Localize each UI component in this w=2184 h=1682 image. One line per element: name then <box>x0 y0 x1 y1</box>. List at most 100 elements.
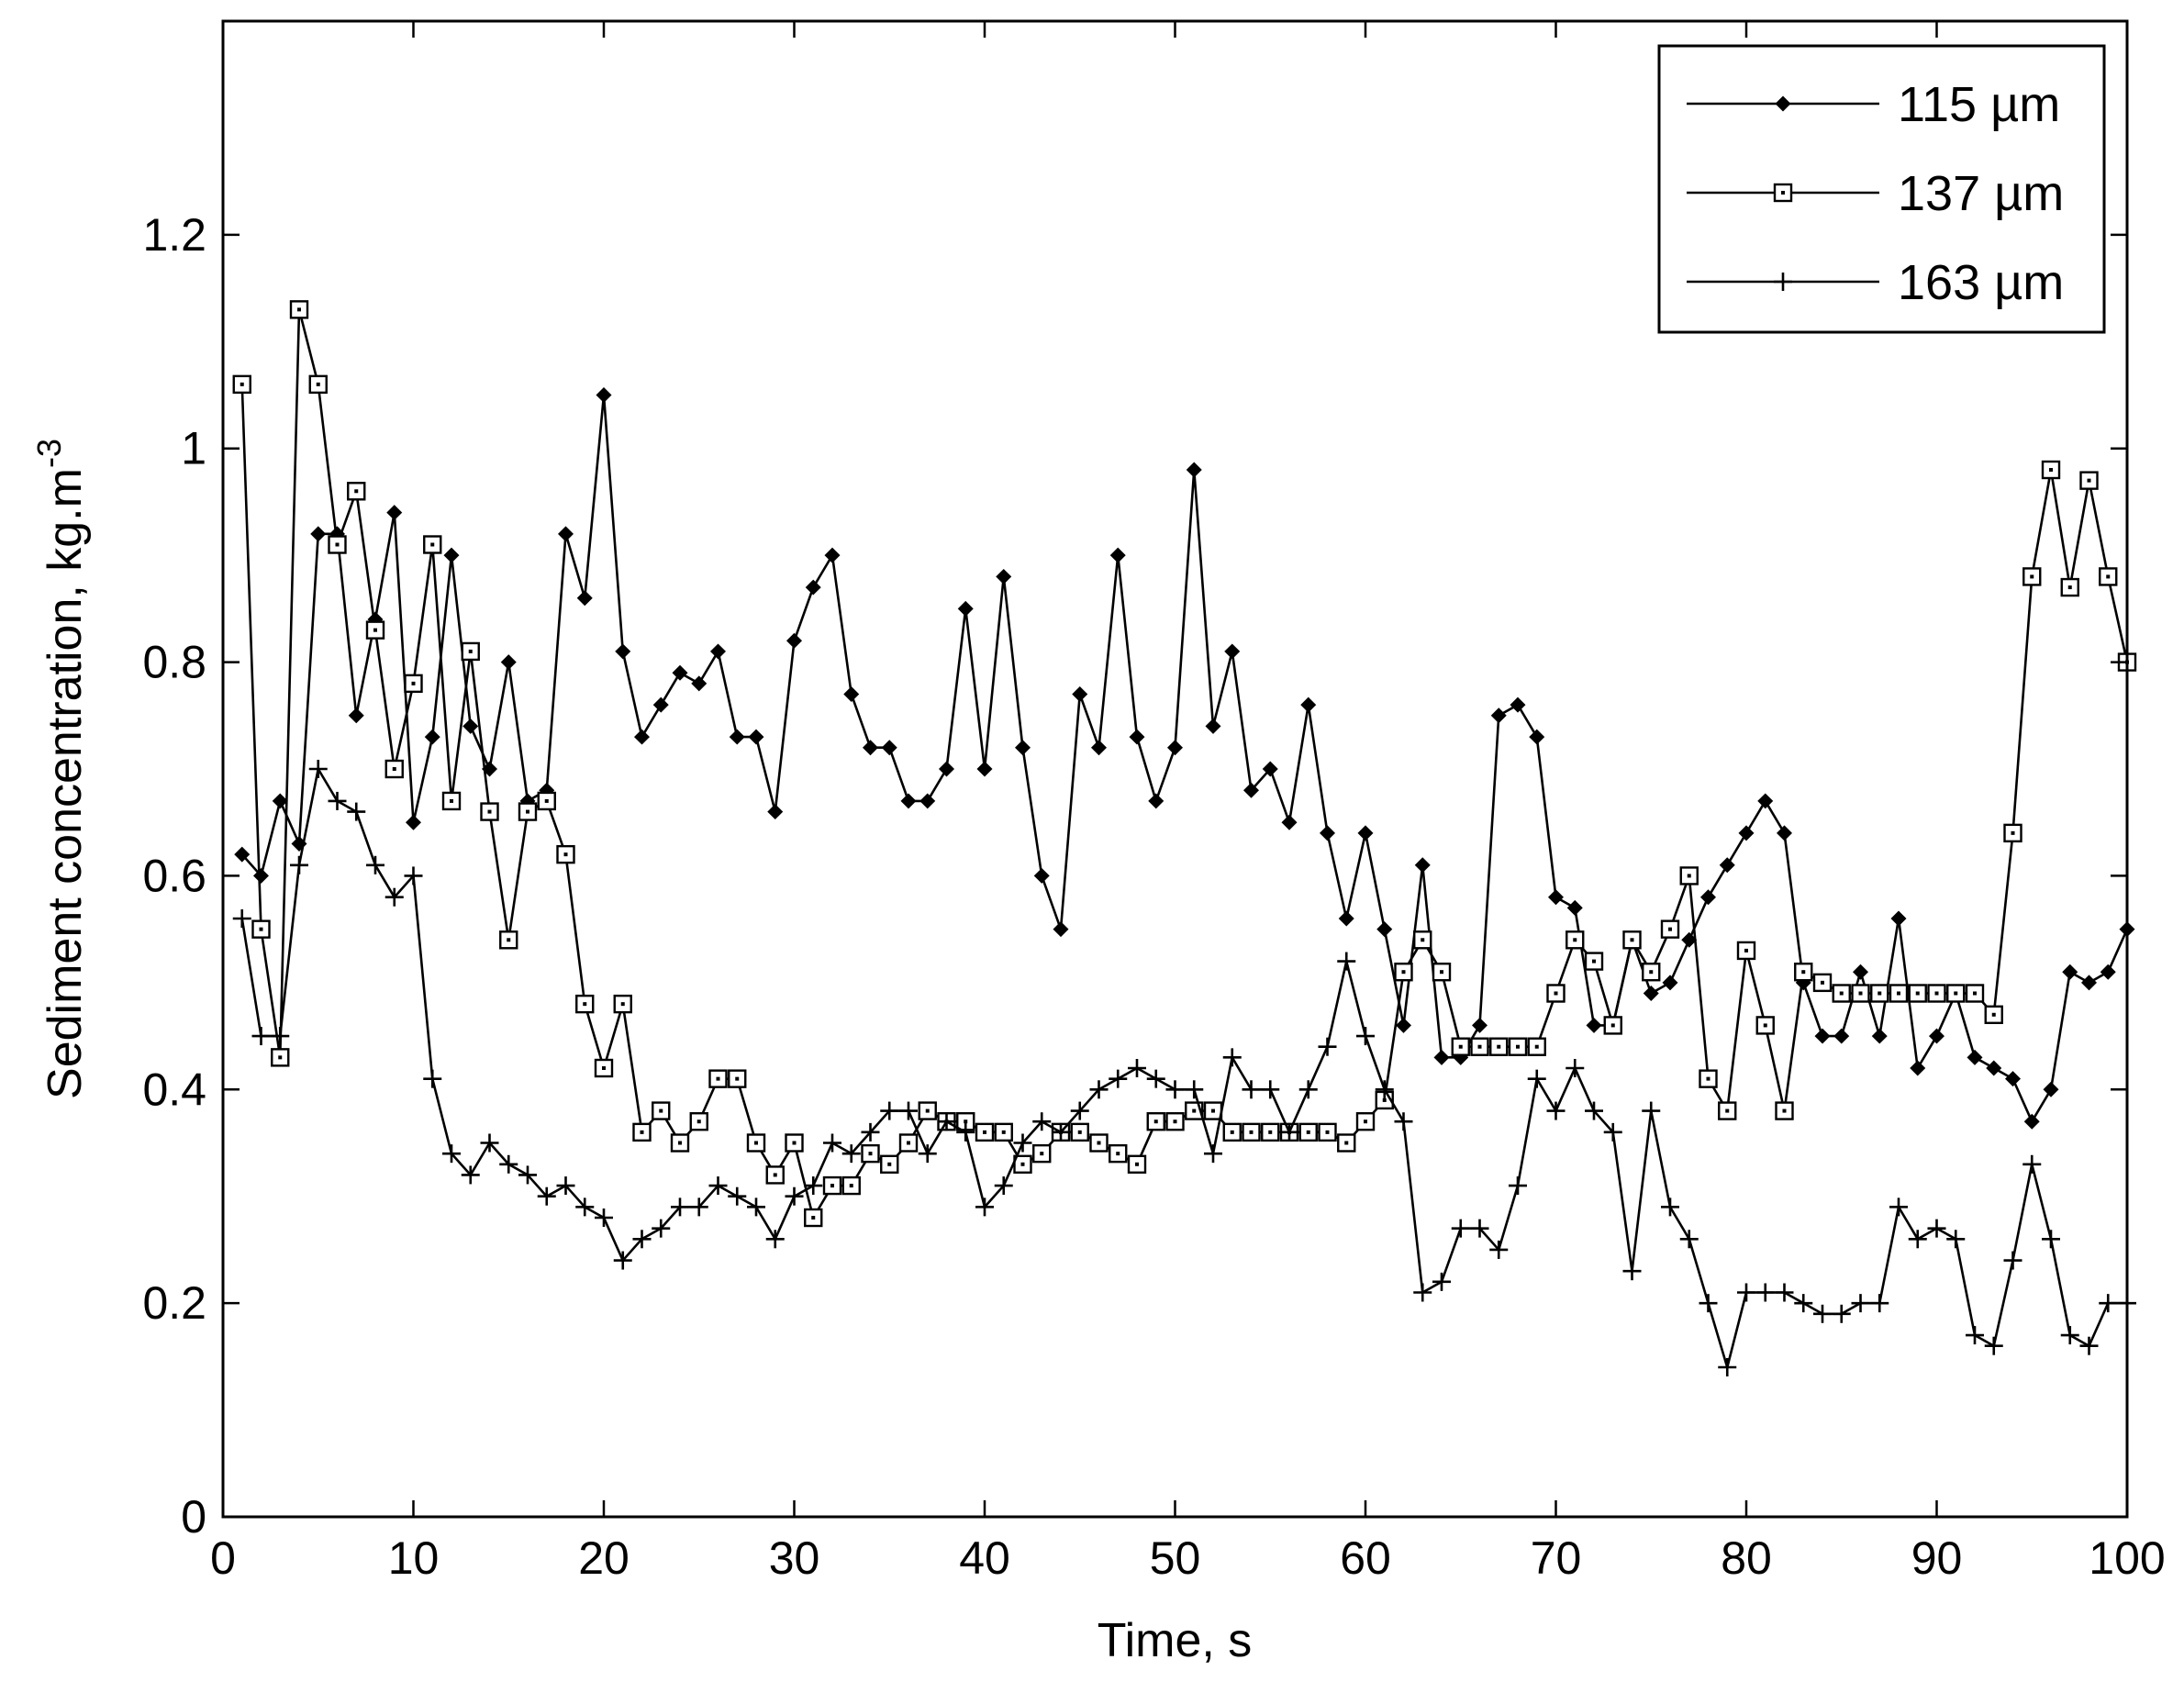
series-3-point <box>1318 1037 1337 1056</box>
series-3-point <box>1222 1048 1242 1067</box>
series-1-point <box>462 718 479 734</box>
series-3-point <box>689 1197 708 1217</box>
x-tick-label: 70 <box>1531 1532 1582 1584</box>
series-2-point <box>918 1101 937 1120</box>
series-2-point <box>822 1175 842 1196</box>
series-3-point <box>652 1219 671 1238</box>
y-tick-label: 0 <box>181 1491 206 1543</box>
series-2-point <box>1165 1112 1185 1131</box>
y-tick-label: 1 <box>181 423 206 474</box>
series-3-point <box>271 1027 290 1046</box>
series-1-point <box>805 579 821 596</box>
series-2-point <box>251 919 271 939</box>
series-1-point <box>1376 921 1393 938</box>
series-2-point <box>575 994 595 1014</box>
x-axis-label: Time, s <box>1098 1614 1253 1667</box>
series-3-point <box>251 1027 271 1046</box>
series-3-point <box>1280 1122 1298 1142</box>
series-2-line <box>240 308 2129 1220</box>
series-1-point <box>1643 986 1659 1001</box>
series-3-point <box>1242 1080 1261 1099</box>
series-1-point <box>1262 761 1278 777</box>
series-2-point <box>1642 963 1661 982</box>
series-3-point <box>1470 1219 1489 1238</box>
series-2-point <box>994 1122 1013 1142</box>
series-3-point <box>1737 1283 1755 1302</box>
series-3-point <box>1375 1080 1394 1099</box>
series-3-point <box>1622 1262 1642 1281</box>
series-3-point <box>1128 1059 1146 1077</box>
series-2-point <box>1470 1037 1489 1056</box>
series-3-point <box>1432 1272 1451 1291</box>
series-1-point <box>234 846 251 863</box>
series-1-point <box>1224 643 1241 660</box>
series-3-point <box>2079 1336 2099 1355</box>
series-1-point <box>1700 889 1716 906</box>
series-2-point <box>1622 930 1642 950</box>
series-3-point <box>1204 1144 1222 1164</box>
series-1-point <box>863 740 878 756</box>
series-3-point <box>1052 1122 1070 1142</box>
series-2-point <box>441 791 462 811</box>
x-tick-label: 90 <box>1911 1532 1963 1584</box>
series-1-point <box>1433 1049 1450 1065</box>
series-2-point <box>1755 1016 1775 1035</box>
series-1-point <box>652 696 669 713</box>
series-3-point <box>461 1165 480 1185</box>
series-2-point <box>861 1143 880 1164</box>
series-2-point <box>1203 1101 1223 1120</box>
series-3-point <box>975 1197 994 1217</box>
series-2-point <box>480 802 499 821</box>
series-3-point <box>1889 1197 1908 1217</box>
series-2-point <box>1812 973 1833 993</box>
series-2-point <box>1889 984 1909 1003</box>
series-1-point <box>1243 782 1259 798</box>
series-2-point <box>765 1165 785 1185</box>
series-3-point <box>708 1176 728 1196</box>
series-1-point <box>310 526 327 542</box>
series-1-point <box>2043 1081 2059 1097</box>
series-2-point <box>804 1208 823 1228</box>
series-3-point <box>1718 1358 1737 1376</box>
series-1-point <box>767 804 784 820</box>
series-1-point <box>406 814 421 830</box>
series-3-point <box>1851 1294 1870 1313</box>
series-2-point <box>1527 1037 1546 1056</box>
series-1-point <box>1738 825 1755 841</box>
series-2-point <box>1946 984 1966 1003</box>
series-3-point <box>1984 1336 2003 1355</box>
series-1-point <box>2005 1071 2021 1087</box>
series-1-point <box>1871 1028 1888 1044</box>
x-tick-label: 0 <box>210 1532 236 1584</box>
series-2 <box>232 300 2137 1228</box>
series-2-point <box>1261 1122 1280 1142</box>
series-1-point <box>672 664 688 681</box>
series-2-point <box>289 300 309 319</box>
series-2-point <box>1584 952 1604 971</box>
series-2-point <box>556 844 575 864</box>
series-2-point <box>347 482 366 501</box>
series-3-point <box>1013 1133 1032 1153</box>
series-1-point <box>1148 793 1164 809</box>
series-3-point <box>1661 1197 1679 1217</box>
series-2-point <box>423 535 442 554</box>
series-2-point <box>708 1069 728 1088</box>
series-1-point <box>1472 1017 1488 1033</box>
series-2-point <box>1109 1143 1128 1164</box>
series-1-point <box>957 600 974 617</box>
series-2-point <box>384 759 404 779</box>
series-2-point <box>271 1048 290 1067</box>
series-3-point <box>1337 952 1356 971</box>
series-2-point <box>841 1175 861 1196</box>
series-1-point <box>576 590 593 607</box>
series-1-point <box>1777 825 1792 841</box>
series-2-point <box>1242 1122 1261 1142</box>
series-1-point <box>558 526 574 542</box>
series-1-point <box>1053 921 1069 938</box>
series-1-point <box>710 643 726 660</box>
series-2-point <box>2079 471 2099 490</box>
series-3-point <box>613 1251 632 1270</box>
series-3-point <box>747 1197 765 1217</box>
series-1-point <box>634 729 650 745</box>
